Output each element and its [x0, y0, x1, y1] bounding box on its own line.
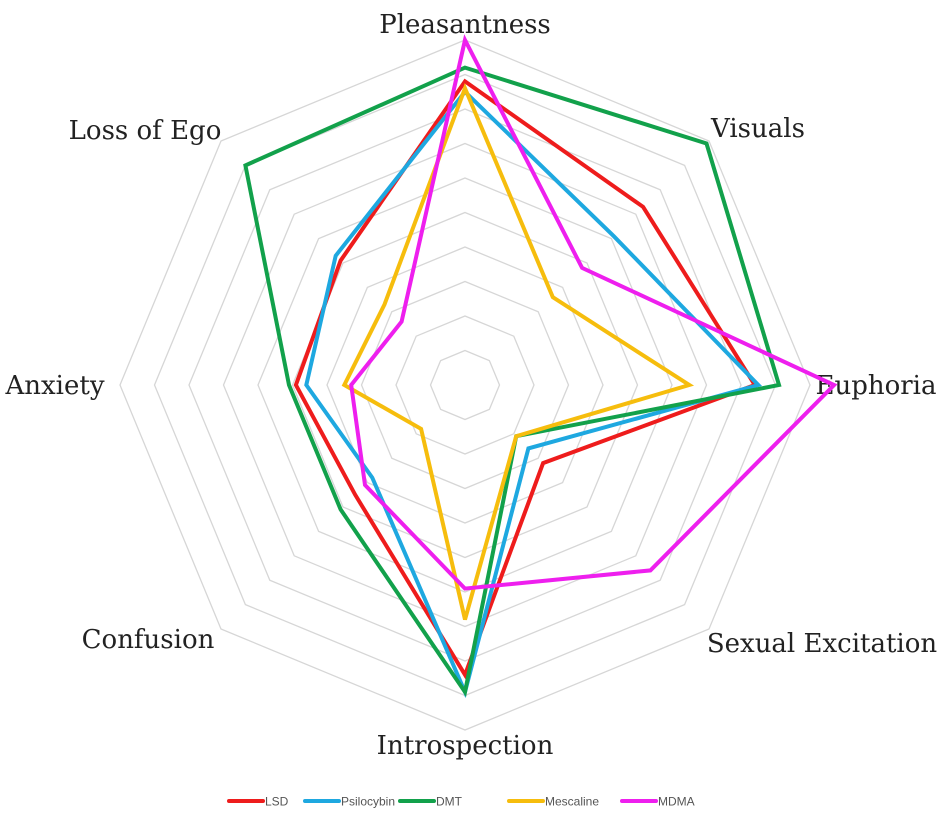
grid-ring-8 [188, 108, 742, 662]
axis-label-pleasantness: Pleasantness [379, 10, 551, 40]
legend-label-lsd: LSD [265, 795, 289, 809]
grid-ring-1 [429, 349, 501, 421]
axis-label-visuals: Visuals [710, 114, 805, 144]
axis-label-loss-of-ego: Loss of Ego [69, 116, 222, 146]
grid-ring-6 [257, 177, 673, 593]
series-mescaline [341, 82, 695, 621]
grid-ring-4 [326, 246, 604, 524]
legend-label-dmt: DMT [436, 795, 463, 809]
axis-label-sexual-excitation: Sexual Excitation [707, 629, 938, 659]
grid-ring-7 [222, 142, 708, 628]
legend-label-psilocybin: Psilocybin [341, 795, 395, 809]
grid-ring-2 [395, 315, 535, 455]
series-dmt [243, 65, 782, 698]
axis-label-introspection: Introspection [377, 731, 554, 761]
legend-label-mescaline: Mescaline [545, 795, 599, 809]
series-mdma [349, 34, 838, 591]
axis-label-anxiety: Anxiety [4, 371, 104, 401]
axis-label-confusion: Confusion [82, 625, 215, 655]
grid-ring-3 [360, 280, 570, 490]
series-lines [243, 34, 838, 699]
legend-label-mdma: MDMA [658, 795, 695, 809]
legend: LSD Psilocybin DMT Mescaline MDMA [227, 795, 695, 809]
grid-ring-10 [119, 39, 811, 731]
